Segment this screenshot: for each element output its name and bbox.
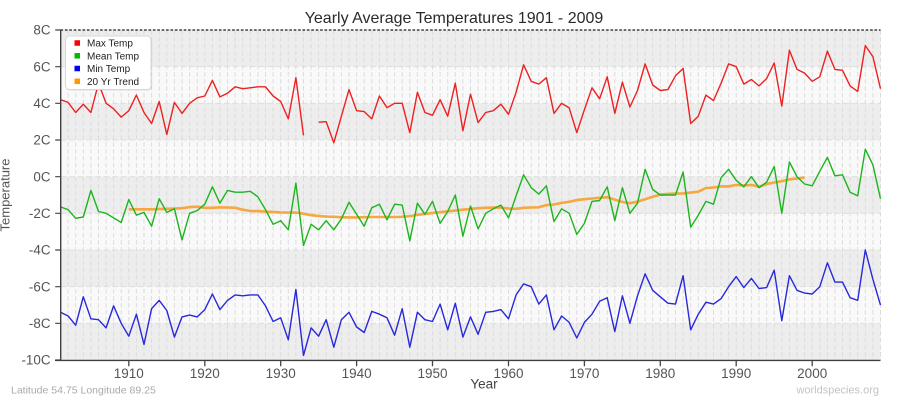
svg-text:8C: 8C [33, 23, 50, 38]
svg-text:-2C: -2C [29, 206, 51, 221]
svg-text:Max Temp: Max Temp [87, 39, 133, 50]
svg-text:6C: 6C [33, 59, 50, 74]
svg-text:2000: 2000 [797, 366, 827, 381]
svg-text:-8C: -8C [29, 316, 51, 331]
svg-text:Mean Temp: Mean Temp [87, 51, 140, 62]
svg-text:0C: 0C [33, 169, 50, 184]
svg-text:Temperature: Temperature [0, 159, 13, 232]
svg-text:1990: 1990 [721, 366, 751, 381]
svg-text:-4C: -4C [29, 243, 51, 258]
svg-text:1960: 1960 [493, 366, 523, 381]
svg-text:4C: 4C [33, 96, 50, 111]
svg-text:Latitude 54.75 Longitude 89.25: Latitude 54.75 Longitude 89.25 [11, 385, 156, 397]
svg-text:1930: 1930 [266, 366, 296, 381]
svg-text:2C: 2C [33, 133, 50, 148]
svg-text:1970: 1970 [569, 366, 599, 381]
svg-text:1980: 1980 [645, 366, 675, 381]
svg-text:worldspecies.org: worldspecies.org [795, 385, 879, 397]
svg-text:Year: Year [470, 377, 498, 392]
svg-text:1950: 1950 [417, 366, 447, 381]
svg-text:1940: 1940 [342, 366, 372, 381]
svg-text:Min Temp: Min Temp [87, 64, 131, 75]
svg-text:Yearly Average Temperatures 19: Yearly Average Temperatures 1901 - 2009 [305, 10, 604, 27]
svg-text:-10C: -10C [21, 353, 50, 368]
svg-text:20 Yr Trend: 20 Yr Trend [87, 77, 139, 88]
svg-text:1920: 1920 [190, 366, 220, 381]
svg-text:-6C: -6C [29, 279, 51, 294]
svg-text:1910: 1910 [114, 366, 144, 381]
